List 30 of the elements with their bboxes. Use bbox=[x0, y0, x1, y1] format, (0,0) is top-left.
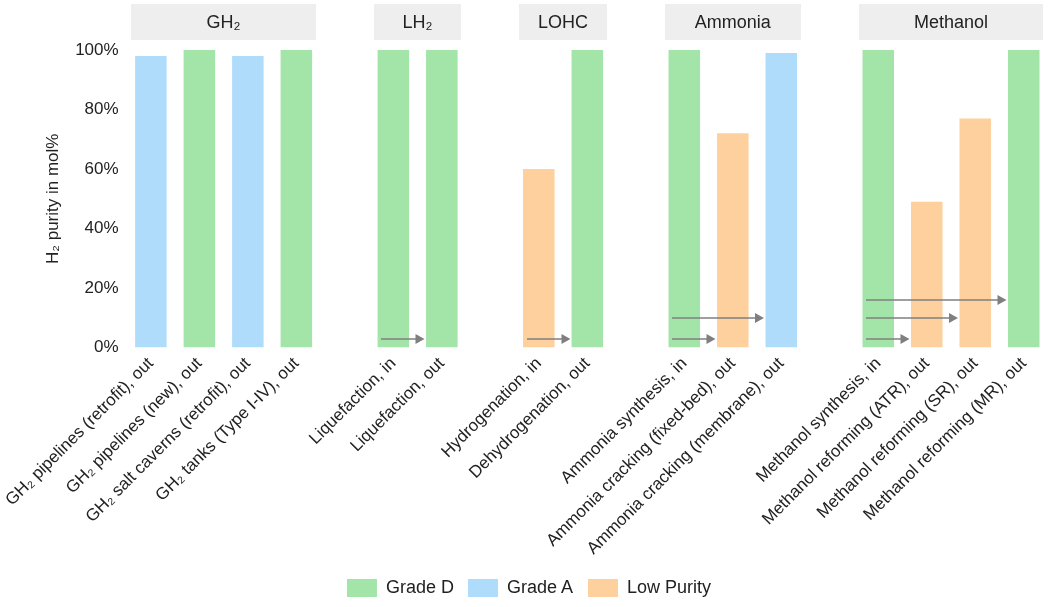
y-tick-label: 60% bbox=[84, 158, 119, 178]
bar bbox=[183, 50, 216, 348]
bar bbox=[765, 52, 798, 348]
y-tick-label: 100% bbox=[75, 39, 119, 59]
text: LOHC bbox=[519, 4, 607, 40]
bar bbox=[1007, 50, 1040, 348]
bar bbox=[571, 50, 604, 348]
y-tick-label: 40% bbox=[84, 218, 119, 238]
bar bbox=[232, 55, 264, 348]
y-tick-label: 80% bbox=[84, 99, 119, 119]
text: GH₂ bbox=[131, 4, 316, 40]
text: Methanol bbox=[858, 4, 1044, 40]
legend-label: Low Purity bbox=[627, 576, 712, 597]
bar bbox=[280, 50, 313, 348]
bar bbox=[862, 50, 895, 348]
text: LH₂ bbox=[373, 4, 462, 40]
y-axis-title: H₂ purity in mol% bbox=[42, 133, 62, 264]
bar bbox=[668, 50, 701, 348]
bar bbox=[377, 50, 410, 348]
bar bbox=[426, 50, 458, 348]
bar bbox=[959, 118, 992, 348]
y-tick-label: 0% bbox=[94, 337, 119, 357]
legend-label: Grade A bbox=[506, 576, 574, 597]
bar bbox=[523, 169, 555, 348]
y-tick-label: 20% bbox=[84, 277, 119, 297]
bar bbox=[717, 133, 749, 348]
legend-label: Grade D bbox=[385, 576, 454, 597]
text: Ammonia bbox=[664, 4, 801, 40]
bar bbox=[911, 201, 943, 348]
bar bbox=[135, 55, 167, 348]
